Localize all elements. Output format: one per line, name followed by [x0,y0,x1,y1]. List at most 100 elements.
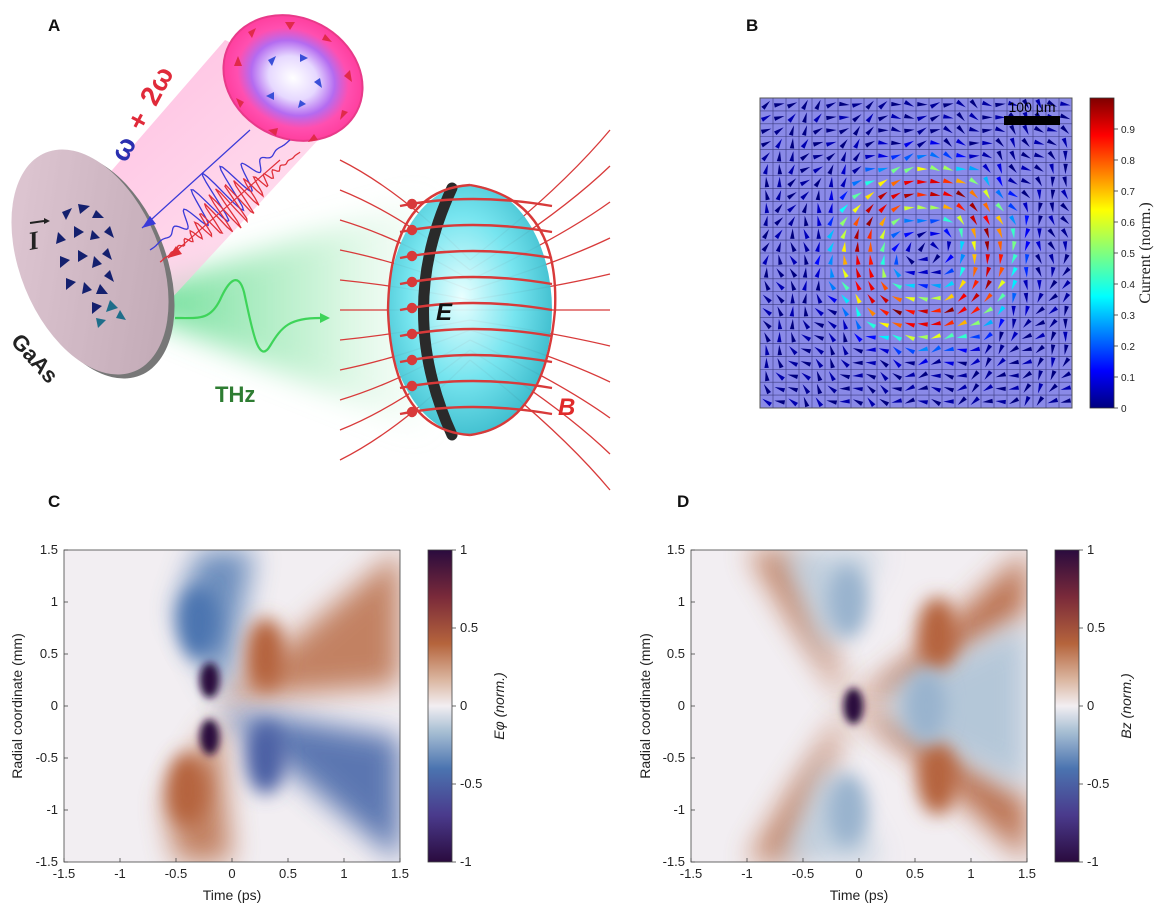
current-arrow [982,202,991,213]
current-arrow [789,306,794,317]
current-arrow [891,140,902,145]
current-arrow [843,331,848,343]
colorbar-d [1054,549,1080,863]
current-arrow [1011,279,1018,291]
current-arrow [982,115,993,120]
current-arrow [1020,151,1031,159]
current-arrow [971,241,976,252]
x-tick-label: -0.5 [165,866,187,881]
current-arrow [929,102,941,109]
current-arrow [930,241,940,250]
current-arrow [760,128,772,134]
current-arrow [930,283,941,289]
current-arrow [839,204,849,213]
current-colorbar-tick-label: 0.1 [1121,373,1135,384]
b-field-node [406,354,418,366]
current-arrow [1046,138,1058,146]
current-arrow [982,398,993,404]
current-arrow [763,215,768,227]
current-arrow [891,334,903,342]
current-arrow [1049,163,1054,175]
current-arrow [996,176,1003,187]
current-arrow [893,268,902,278]
current-arrow [1007,100,1019,106]
current-arrow [843,319,849,330]
panel-c: C -1.5 -1 -0.5 0 0.5 1 1.5 -1.5 -1 -0.5 0 0.5 1 1.5 -… [9,492,507,903]
current-arrow [852,399,864,406]
current-arrow [930,321,941,326]
current-arrow [843,254,848,265]
current-arrow [917,269,928,275]
current-arrow [905,255,915,265]
b-field-node [406,250,418,262]
current-arrow [814,267,821,278]
current-arrow [917,127,927,135]
colorbar-tick-label: 0.5 [1087,620,1105,635]
current-arrow [1048,293,1058,302]
current-arrow [813,335,825,341]
colorbar-label-c: Eφ (norm.) [491,672,507,739]
current-arrow [942,216,954,223]
current-arrow [905,241,912,253]
current-arrow [866,385,876,394]
current-arrow [827,241,834,253]
current-arrow [828,202,833,214]
current-arrow [1023,267,1029,278]
current-arrow [904,384,916,391]
current-arrow [891,308,903,316]
panel-b: B 100 μm 0 0.1 0.2 0.3 0.4 0.5 0.6 0.7 0.8 0.9 Cu… [746,16,1154,415]
current-arrow [890,230,901,239]
current-arrow [765,189,770,201]
current-arrow [968,126,980,132]
heatmap-d [691,550,1027,862]
current-arrow [788,164,795,175]
current-arrow [1025,254,1030,265]
current-arrow [947,241,952,252]
current-arrow [956,361,967,366]
current-arrow [917,335,928,340]
current-arrows-disk [56,204,126,328]
y-tick-label: 0 [51,698,58,713]
current-arrow [1061,137,1068,149]
x-tick-label: 0.5 [906,866,924,881]
current-arrow [814,307,824,317]
scale-bar-label: 100 μm [1009,99,1056,115]
current-arrow [815,397,824,408]
current-arrow [829,189,834,201]
current-arrow [917,256,928,262]
current-arrow [892,346,902,355]
current-arrow [852,165,862,174]
current-arrow [956,348,967,353]
current-arrow [1021,346,1032,351]
current-arrow [984,370,993,380]
current-arrow [1034,319,1046,327]
current-arrow [865,113,874,123]
panel-letter-c: C [48,492,60,511]
current-arrow [825,141,837,147]
current-arrow [1060,101,1071,106]
y-tick-label: 0.5 [40,646,58,661]
current-arrow [1051,344,1056,355]
current-arrow [892,373,903,381]
current-arrow [765,344,770,356]
current-arrow [790,293,795,304]
laser-pulse [141,129,301,263]
current-arrow [985,254,990,265]
current-arrow [787,374,799,379]
current-arrow [930,358,942,365]
current-arrow [777,331,782,343]
b-field-node [406,380,418,392]
current-arrow [917,358,929,366]
colorbar-tick-label: -0.5 [460,776,482,791]
current-arrow [931,345,942,353]
field-lobe [747,550,848,706]
current-arrow [1047,397,1059,404]
current-arrow [840,228,847,240]
current-arrow [943,137,953,147]
current-arrow [1046,100,1057,107]
current-arrow [970,358,981,366]
current-arrow [943,125,953,134]
current-arrow [1061,371,1072,379]
panel-d: D -1.5 -1 -0.5 0 0.5 1 1.5 -1.5 -1 -0.5 0 0.5 1 1.5 -… [637,492,1134,903]
current-arrow [838,128,850,135]
